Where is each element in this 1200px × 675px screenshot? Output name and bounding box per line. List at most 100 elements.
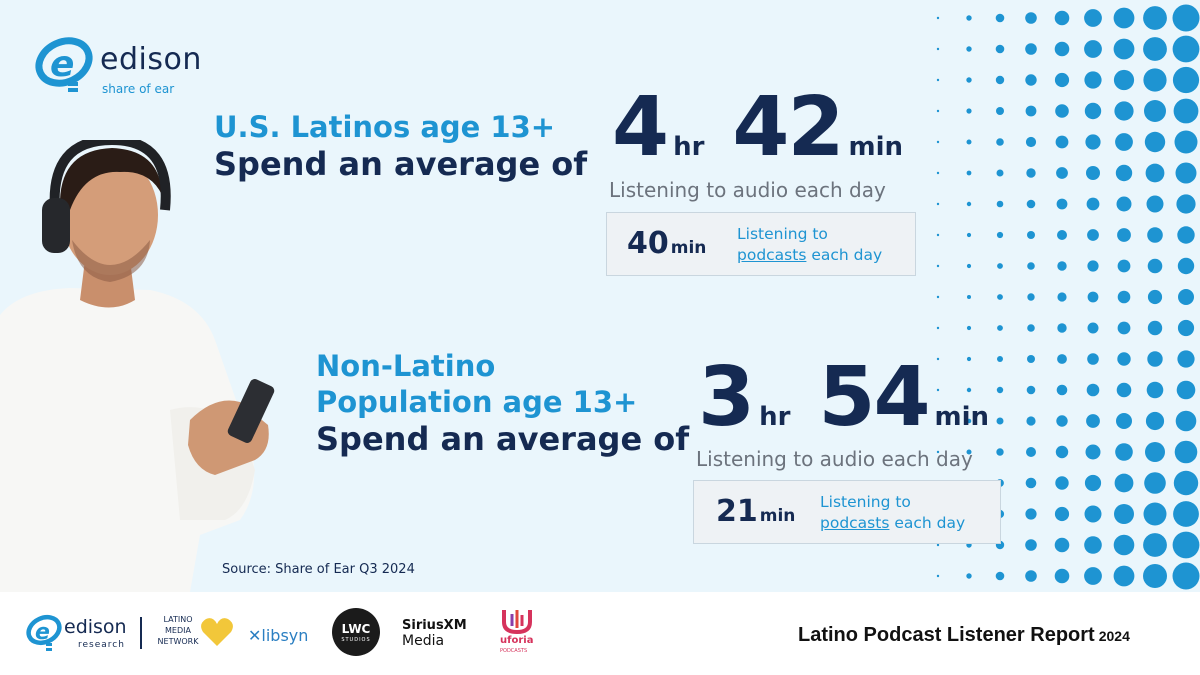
halftone-dot: [1027, 355, 1035, 363]
halftone-dot: [1116, 413, 1132, 429]
halftone-dot: [936, 450, 940, 454]
halftone-dot: [1084, 9, 1102, 27]
siriusxm-name: SiriusXM: [402, 618, 467, 633]
halftone-dot: [966, 201, 972, 207]
halftone-dot: [1025, 74, 1037, 86]
halftone-dot: [1087, 291, 1099, 303]
halftone-dot: [995, 44, 1005, 54]
halftone-dot: [1055, 135, 1069, 149]
halftone-dot: [1054, 537, 1070, 553]
halftone-dot: [936, 574, 940, 578]
nonlatino-podcasts-link[interactable]: podcasts: [820, 513, 890, 532]
halftone-dot: [966, 449, 972, 455]
halftone-dot: [966, 170, 972, 176]
nonlatino-listening-caption: Listening to audio each day: [696, 447, 973, 471]
halftone-dot: [1085, 134, 1101, 150]
latinos-podcasts-link[interactable]: podcasts: [737, 245, 807, 264]
halftone-dot: [1143, 533, 1167, 557]
halftone-dot: [1027, 293, 1035, 301]
halftone-dot: [966, 263, 972, 269]
halftone-dot: [1144, 100, 1166, 122]
halftone-dot: [1147, 289, 1163, 305]
edison-logo: e edison share of ear: [30, 30, 230, 110]
latinos-hours: 4: [612, 80, 669, 175]
halftone-dot: [966, 108, 972, 114]
halftone-dot: [995, 13, 1005, 23]
halftone-dot: [1084, 71, 1102, 89]
halftone-dot: [1056, 384, 1068, 396]
halftone-dot: [1084, 505, 1102, 523]
halftone-dot: [967, 295, 971, 299]
halftone-dot: [1084, 102, 1102, 120]
halftone-dot: [936, 47, 940, 51]
edison-tagline: share of ear: [102, 82, 175, 96]
halftone-dot: [1143, 68, 1167, 92]
nonlatino-podcast-unit: min: [759, 506, 796, 526]
halftone-dot: [1178, 289, 1194, 305]
halftone-dot: [966, 46, 972, 52]
lwc-name: LWC: [341, 622, 371, 636]
halftone-dot: [996, 231, 1004, 239]
halftone-dot: [1113, 38, 1135, 60]
halftone-dot: [1177, 319, 1195, 337]
halftone-dot: [1116, 382, 1132, 398]
footer-edison-logo: e edison research: [24, 610, 134, 658]
halftone-dot: [1147, 320, 1163, 336]
halftone-dot: [1143, 37, 1167, 61]
halftone-dot: [1055, 104, 1069, 118]
uforia-mark-icon: [502, 610, 532, 634]
halftone-dot: [997, 356, 1003, 362]
latinos-heading-line1: U.S. Latinos age 13+: [214, 110, 556, 144]
halftone-dot: [997, 263, 1003, 269]
halftone-dot: [995, 75, 1005, 85]
halftone-dot: [1087, 322, 1099, 334]
halftone-dot: [1113, 534, 1135, 556]
halftone-dot: [936, 78, 940, 82]
lmn-line3: NETWORK: [157, 637, 199, 646]
halftone-dot: [1175, 162, 1197, 184]
halftone-dot: [996, 169, 1004, 177]
halftone-dot: [1054, 568, 1070, 584]
report-year: 2024: [1098, 628, 1130, 644]
halftone-dot: [936, 202, 940, 206]
halftone-dot: [1144, 472, 1166, 494]
halftone-dot: [966, 418, 972, 424]
halftone-dot: [1115, 164, 1133, 182]
libsyn-mark-icon: ✕: [248, 626, 262, 645]
halftone-dot: [936, 16, 940, 20]
halftone-dot: [1056, 167, 1068, 179]
halftone-dot: [1117, 228, 1131, 242]
halftone-dot: [1174, 130, 1198, 154]
footer-divider: [140, 617, 142, 649]
halftone-dot: [1026, 447, 1036, 457]
halftone-dot: [1025, 508, 1037, 520]
nonlatino-audio-time: 3 hr 54 min: [698, 350, 989, 445]
siriusxm-media-logo: SiriusXM Media: [402, 618, 467, 649]
halftone-dot: [936, 171, 940, 175]
nonlatino-podcast-line1: Listening to: [820, 493, 911, 511]
halftone-dot: [1145, 163, 1165, 183]
halftone-dot: [1025, 105, 1037, 117]
halftone-dot: [1113, 565, 1135, 587]
halftone-dot: [1087, 229, 1099, 241]
footer-edison-name: edison: [64, 616, 127, 638]
latino-media-network-logo: LATINO MEDIA NETWORK: [154, 614, 234, 654]
latinos-audio-time: 4 hr 42 min: [612, 80, 903, 175]
halftone-dot: [936, 109, 940, 113]
svg-text:e: e: [35, 620, 50, 645]
lmn-heart-icon: [201, 618, 233, 646]
halftone-dot: [1087, 260, 1099, 272]
nonlatino-podcast-minutes: 21: [716, 494, 758, 529]
halftone-dot: [996, 200, 1004, 208]
latinos-podcast-minutes: 40: [627, 226, 669, 261]
person-with-headphones-image: [0, 140, 275, 592]
halftone-dot: [936, 326, 940, 330]
halftone-dot: [1057, 261, 1067, 271]
latinos-minutes: 42: [732, 80, 844, 175]
halftone-dot: [1177, 350, 1195, 368]
halftone-dot: [996, 448, 1004, 456]
halftone-dot: [1147, 227, 1163, 243]
halftone-dot: [1117, 259, 1131, 273]
halftone-dot: [996, 417, 1004, 425]
latinos-podcast-line2: each day: [806, 245, 883, 264]
